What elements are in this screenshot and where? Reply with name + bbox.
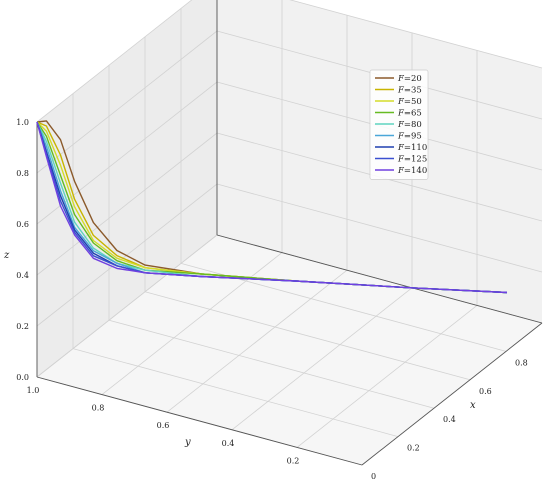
y-tick-label: 1.0 — [27, 386, 40, 395]
legend-box — [369, 69, 429, 180]
x-tick-label: 0.4 — [443, 415, 456, 424]
grid-floor-y — [101, 252, 283, 395]
floor-edge — [216, 234, 543, 324]
grid-floor-x — [72, 348, 399, 437]
series-lines — [36, 120, 508, 294]
legend-variable: F — [397, 86, 405, 96]
y-axis-line — [36, 376, 363, 466]
legend-variable: F — [397, 97, 405, 107]
axis-lines — [36, 0, 543, 466]
legend-variable: F — [397, 155, 405, 165]
legend-variable: F — [397, 109, 405, 119]
grid-wall-z-right — [216, 183, 543, 273]
grid-wall-z-left — [36, 234, 218, 378]
tick-labels: 0 0.2 0.4 0.6 0.8 1.0 0.2 0.4 0.6 0.8 1.0 0.0 0.2 0.4… — [16, 118, 528, 481]
legend-variable: F — [397, 132, 405, 142]
legend-entry: F=110 — [397, 143, 427, 153]
x-tick-label: 0 — [371, 472, 376, 481]
y-tick-label: 0.4 — [222, 439, 235, 448]
grid-wall-z-right — [289, 0, 543, 69]
legend-entry: F=65 — [397, 109, 422, 119]
legend-entry: F=95 — [397, 132, 422, 142]
grid-wall-z-left — [36, 132, 218, 276]
legend-value: =35 — [404, 86, 422, 96]
grid-floor-y — [166, 269, 348, 413]
x-axis-line — [361, 322, 543, 466]
legend-entry: F=20 — [397, 74, 422, 84]
legend-value: =140 — [404, 166, 427, 176]
axis-panes — [37, 0, 542, 465]
legend-entry: F=35 — [397, 86, 422, 96]
grid-floor-y — [231, 287, 413, 431]
x-tick-label: 0.8 — [515, 358, 528, 367]
z-tick-label: 0.8 — [16, 169, 29, 178]
grid-wall-z-left — [36, 0, 193, 123]
z-tick-label: 0.0 — [16, 373, 29, 382]
legend-variable: F — [397, 120, 405, 130]
y-tick-label: 0.8 — [92, 404, 105, 413]
legend-value: =50 — [404, 97, 422, 107]
x-tick-label: 0.6 — [479, 387, 492, 396]
legend-entry: F=125 — [397, 155, 427, 165]
legend-value: =80 — [404, 120, 422, 130]
grid-wall-z-left — [36, 30, 218, 174]
series-line — [36, 121, 508, 294]
y-tick-label: 0.2 — [287, 456, 300, 465]
grid-floor-x — [144, 291, 471, 381]
y-axis-label: y — [184, 437, 191, 448]
legend-variable: F — [397, 166, 405, 176]
z-tick-label: 0.2 — [16, 322, 29, 331]
legend-entry: F=50 — [397, 97, 422, 107]
pane-floor — [37, 235, 542, 465]
legend-value: =20 — [404, 74, 422, 84]
legend-value: =125 — [404, 155, 427, 165]
y-tick-label: 0.6 — [157, 421, 170, 430]
legend-variable: F — [397, 74, 405, 84]
legend-value: =110 — [404, 143, 427, 153]
grid-floor-y — [296, 305, 478, 448]
legend-variable: F — [397, 143, 405, 153]
x-axis-label: x — [470, 400, 476, 411]
pane-back-left — [37, 0, 217, 377]
legend-entry: F=80 — [397, 120, 422, 130]
z-tick-label: 0.4 — [16, 271, 29, 280]
legend-value: =65 — [404, 109, 422, 119]
legend-value: =95 — [404, 132, 422, 142]
z-tick-label: 0.6 — [16, 220, 29, 229]
z-tick-label: 1.0 — [16, 118, 29, 127]
legend-entry: F=140 — [397, 166, 427, 176]
z-axis-label: z — [3, 250, 10, 261]
axis-labels: x y z — [3, 250, 476, 448]
grid-floor-x — [108, 319, 435, 409]
x-tick-label: 0.2 — [407, 444, 420, 453]
